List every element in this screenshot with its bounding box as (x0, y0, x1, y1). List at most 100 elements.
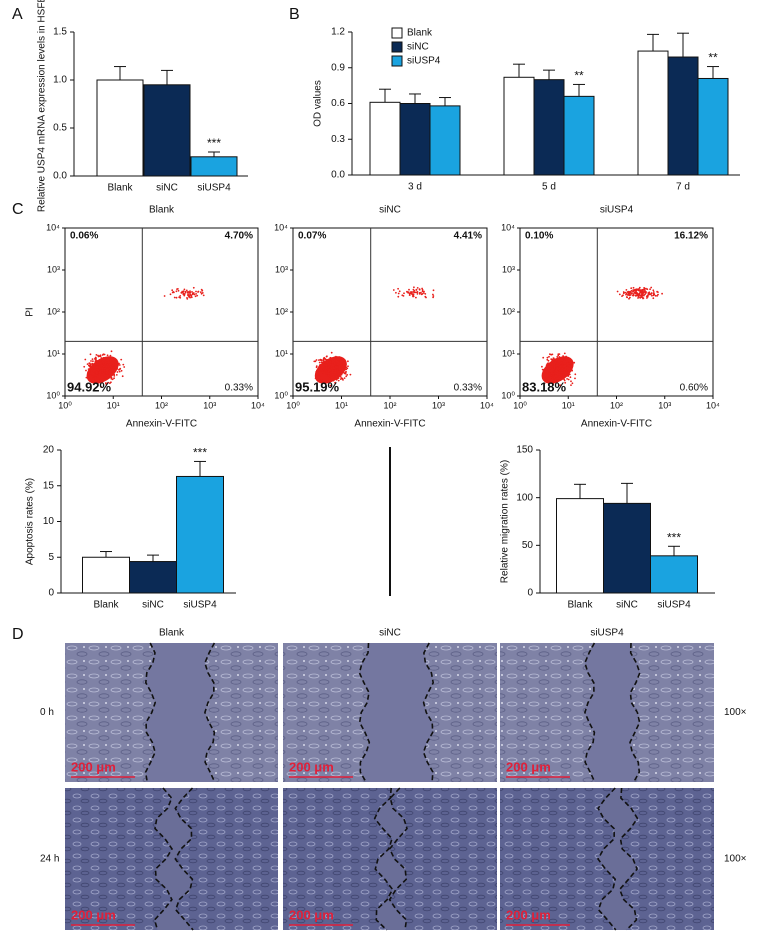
event-dot (632, 290, 634, 293)
event-dot (416, 287, 419, 289)
wound-edge (618, 787, 639, 931)
event-dot (320, 359, 323, 362)
event-dot (101, 381, 104, 384)
event-dot (106, 354, 109, 357)
event-dot (325, 355, 328, 358)
event-dot (121, 375, 124, 378)
plot-title: siNC (379, 205, 401, 216)
bar (637, 50, 669, 176)
event-dot (334, 381, 337, 384)
event-dot (122, 363, 125, 366)
column-title: Blank (159, 628, 185, 639)
x-axis-label: Annexin-V-FITC (581, 419, 652, 430)
event-dot (192, 286, 195, 289)
event-dot (567, 378, 570, 381)
event-dot (113, 370, 116, 372)
event-dot (341, 367, 344, 370)
event-dot (109, 363, 112, 366)
event-dot (88, 365, 91, 368)
quadrant-label: 0.60% (680, 383, 708, 394)
event-dot (195, 290, 197, 293)
x-tick-label: 5 d (542, 182, 556, 193)
bar (603, 502, 651, 594)
event-dot (628, 292, 631, 295)
event-dot (112, 373, 115, 376)
event-dot (542, 377, 545, 380)
event-dot (185, 289, 188, 292)
event-dot (641, 292, 643, 295)
event-dot (329, 364, 331, 366)
event-dot (340, 372, 343, 375)
event-dot (114, 362, 117, 364)
event-dot (397, 295, 400, 298)
event-dot (556, 377, 558, 380)
scale-bar-label: 200 μm (506, 759, 551, 774)
event-dot (406, 291, 408, 293)
wound-area (374, 788, 407, 930)
y-tick-label: 0 (527, 588, 533, 599)
event-dot (327, 367, 330, 370)
event-dot (563, 368, 565, 371)
y-tick-label: 10³ (275, 264, 288, 274)
event-dot (101, 364, 103, 367)
event-dot (98, 379, 100, 382)
event-dot (551, 378, 553, 381)
event-dot (632, 286, 635, 289)
event-dot (107, 368, 109, 371)
y-tick-label: 20 (43, 445, 55, 456)
quadrant-label: 0.07% (298, 231, 326, 242)
x-tick-label: 10² (383, 400, 396, 410)
event-dot (202, 294, 205, 297)
event-dot (566, 365, 569, 367)
event-dot (553, 367, 556, 370)
event-dot (636, 294, 638, 297)
y-axis-label: Apoptosis rates (%) (25, 478, 36, 565)
event-dot (83, 365, 86, 368)
event-dot (643, 287, 646, 289)
event-dot (548, 355, 550, 358)
event-dot (632, 294, 634, 297)
event-dot (651, 294, 653, 297)
event-dot (552, 358, 554, 361)
event-dot (555, 359, 558, 362)
event-dot (109, 370, 112, 373)
event-dot (574, 377, 576, 380)
event-dot (345, 370, 347, 373)
event-dot (549, 353, 551, 356)
event-dot (553, 366, 556, 368)
event-dot (555, 375, 557, 378)
event-dot (339, 376, 342, 378)
event-dot (562, 375, 565, 378)
y-tick-label: 10⁰ (274, 390, 288, 400)
event-dot (96, 371, 99, 374)
event-dot (110, 356, 113, 359)
event-dot (109, 358, 111, 360)
quadrant-label: 83.18% (522, 379, 567, 394)
event-dot (195, 293, 198, 295)
event-dot (324, 382, 327, 385)
column-title: siUSP4 (590, 628, 624, 639)
x-tick-label: 10¹ (335, 400, 348, 410)
event-dot (329, 374, 332, 376)
panel-letter: C (12, 201, 24, 218)
wound-edge (153, 787, 173, 931)
event-dot (392, 289, 395, 291)
event-dot (199, 291, 202, 294)
event-dot (321, 379, 324, 382)
event-dot (92, 367, 95, 370)
event-dot (553, 376, 556, 379)
bar (190, 156, 238, 177)
event-dot (627, 291, 630, 293)
y-tick-label: 10⁴ (46, 222, 60, 232)
event-dot (328, 379, 331, 381)
event-dot (186, 291, 189, 294)
event-dot (642, 291, 645, 294)
legend-label: siNC (407, 42, 429, 53)
event-dot (89, 370, 91, 372)
event-dot (558, 369, 561, 372)
event-dot (335, 359, 338, 362)
x-tick-label: 10³ (432, 400, 445, 410)
y-tick-label: 10¹ (275, 348, 288, 358)
event-dot (97, 355, 100, 358)
event-dot (569, 376, 572, 379)
